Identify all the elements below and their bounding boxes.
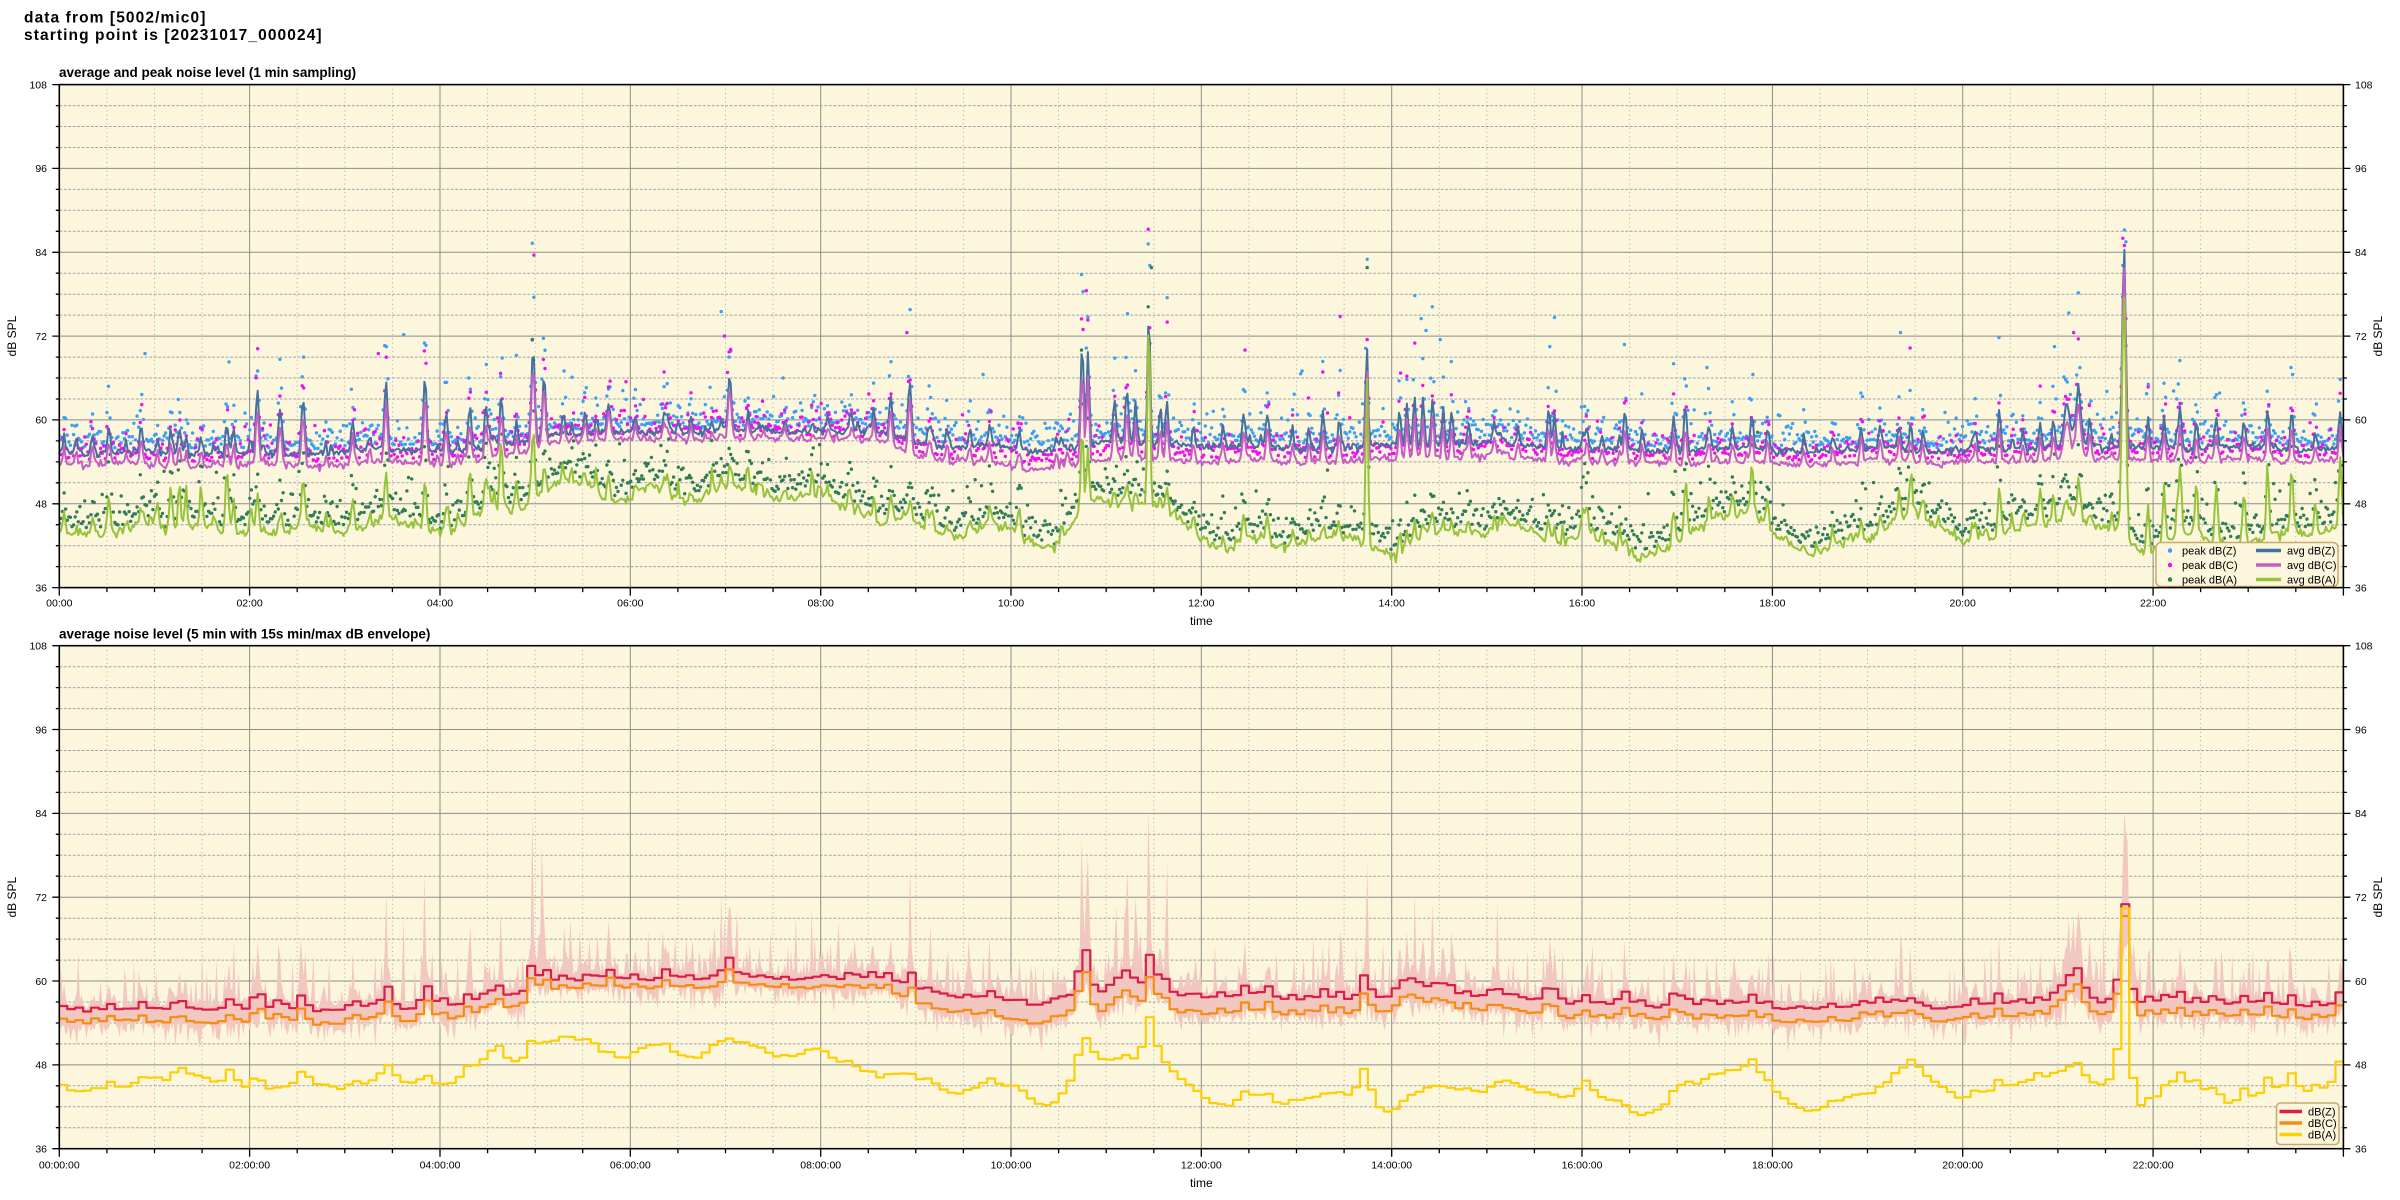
svg-text:02:00:00: 02:00:00 (229, 1160, 270, 1172)
svg-text:12:00: 12:00 (1188, 598, 1214, 610)
svg-text:48: 48 (35, 1060, 47, 1072)
svg-text:00:00: 00:00 (46, 598, 72, 610)
svg-text:60: 60 (35, 415, 47, 427)
svg-text:84: 84 (35, 808, 47, 820)
svg-text:96: 96 (35, 163, 47, 175)
svg-text:72: 72 (35, 892, 47, 904)
svg-text:06:00: 06:00 (617, 598, 643, 610)
svg-text:04:00: 04:00 (427, 598, 453, 610)
svg-text:time: time (1190, 1176, 1213, 1190)
svg-text:avg dB(Z): avg dB(Z) (2287, 545, 2335, 557)
svg-text:84: 84 (2355, 247, 2367, 259)
svg-text:starting point is [20231017_00: starting point is [20231017_000024] (24, 27, 323, 44)
svg-text:14:00: 14:00 (1379, 598, 1405, 610)
svg-text:avg dB(C): avg dB(C) (2287, 560, 2337, 572)
svg-text:108: 108 (2355, 641, 2373, 653)
svg-text:10:00: 10:00 (998, 598, 1024, 610)
svg-text:avg dB(A): avg dB(A) (2287, 574, 2336, 586)
svg-text:20:00: 20:00 (1950, 598, 1976, 610)
svg-text:peak dB(Z): peak dB(Z) (2182, 545, 2236, 557)
svg-text:108: 108 (2355, 79, 2373, 91)
svg-text:96: 96 (2355, 724, 2367, 736)
svg-text:14:00:00: 14:00:00 (1371, 1160, 1412, 1172)
svg-text:72: 72 (2355, 331, 2367, 343)
svg-text:60: 60 (2355, 976, 2367, 988)
svg-text:dB SPL: dB SPL (2371, 877, 2385, 918)
svg-text:48: 48 (35, 499, 47, 511)
svg-text:00:00:00: 00:00:00 (39, 1160, 80, 1172)
svg-text:average noise level (5 min wit: average noise level (5 min with 15s min/… (59, 627, 430, 642)
svg-text:96: 96 (35, 724, 47, 736)
svg-text:22:00:00: 22:00:00 (2133, 1160, 2174, 1172)
svg-text:12:00:00: 12:00:00 (1181, 1160, 1222, 1172)
svg-text:60: 60 (2355, 415, 2367, 427)
svg-text:dB SPL: dB SPL (5, 877, 19, 918)
svg-text:peak dB(A): peak dB(A) (2182, 574, 2237, 586)
svg-text:60: 60 (35, 976, 47, 988)
svg-text:72: 72 (2355, 892, 2367, 904)
svg-text:36: 36 (2355, 1144, 2367, 1156)
svg-text:84: 84 (35, 247, 47, 259)
svg-text:16:00:00: 16:00:00 (1562, 1160, 1603, 1172)
svg-text:48: 48 (2355, 1060, 2367, 1072)
svg-text:08:00: 08:00 (808, 598, 834, 610)
svg-text:data from [5002/mic0]: data from [5002/mic0] (24, 10, 206, 27)
svg-text:average and peak noise level (: average and peak noise level (1 min samp… (59, 65, 356, 80)
svg-text:48: 48 (2355, 499, 2367, 511)
svg-text:16:00: 16:00 (1569, 598, 1595, 610)
svg-text:04:00:00: 04:00:00 (420, 1160, 461, 1172)
svg-text:108: 108 (29, 641, 47, 653)
svg-text:dB(A): dB(A) (2308, 1129, 2336, 1141)
svg-text:02:00: 02:00 (236, 598, 262, 610)
svg-text:dB(Z): dB(Z) (2308, 1106, 2336, 1118)
svg-text:84: 84 (2355, 808, 2367, 820)
svg-text:dB SPL: dB SPL (5, 315, 19, 356)
svg-text:18:00:00: 18:00:00 (1752, 1160, 1793, 1172)
svg-text:108: 108 (29, 79, 47, 91)
svg-text:36: 36 (2355, 582, 2367, 594)
svg-text:dB(C): dB(C) (2308, 1118, 2337, 1130)
svg-text:18:00: 18:00 (1759, 598, 1785, 610)
svg-text:96: 96 (2355, 163, 2367, 175)
svg-text:22:00: 22:00 (2140, 598, 2166, 610)
svg-text:peak dB(C): peak dB(C) (2182, 560, 2238, 572)
svg-text:06:00:00: 06:00:00 (610, 1160, 651, 1172)
svg-text:10:00:00: 10:00:00 (991, 1160, 1032, 1172)
svg-text:20:00:00: 20:00:00 (1942, 1160, 1983, 1172)
svg-text:08:00:00: 08:00:00 (800, 1160, 841, 1172)
svg-text:72: 72 (35, 331, 47, 343)
svg-text:36: 36 (35, 1144, 47, 1156)
svg-text:dB SPL: dB SPL (2371, 315, 2385, 356)
svg-text:36: 36 (35, 582, 47, 594)
svg-text:time: time (1190, 614, 1213, 628)
